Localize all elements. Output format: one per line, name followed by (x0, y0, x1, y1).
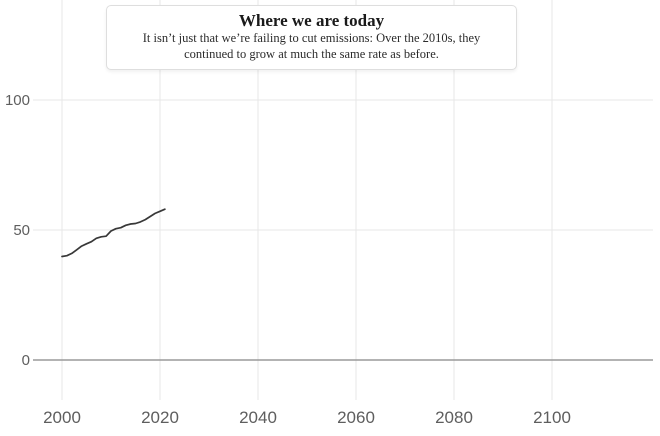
annotation-title: Where we are today (238, 11, 385, 30)
x-tick-label-2060: 2060 (337, 408, 375, 427)
y-tick-label-0: 0 (22, 352, 30, 369)
y-tick-label-100: 100 (5, 92, 30, 109)
x-tick-label-2000: 2000 (43, 408, 81, 427)
series-line-emissions[interactable] (61, 208, 166, 258)
x-tick-label-2040: 2040 (239, 408, 277, 427)
x-tick-label-2100: 2100 (533, 408, 571, 427)
x-tick-label-2020: 2020 (141, 408, 179, 427)
annotation-box: Where we are today It isn’t just that we… (106, 5, 517, 70)
y-tick-label-50: 50 (13, 222, 30, 239)
x-tick-label-2080: 2080 (435, 408, 473, 427)
annotation-subtitle: It isn’t just that we’re failing to cut … (142, 31, 481, 61)
